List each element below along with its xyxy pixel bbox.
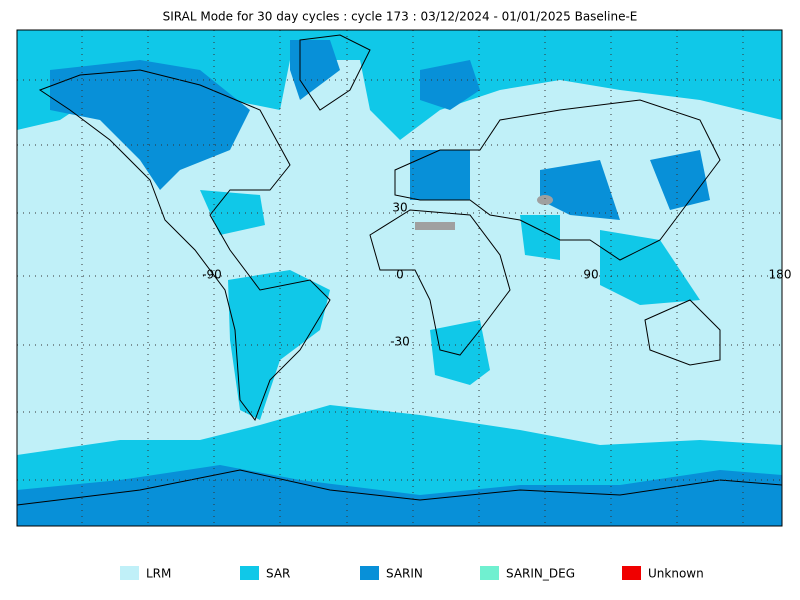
map-frame (16, 29, 783, 527)
legend-swatch (480, 566, 499, 580)
sarin-areas (17, 40, 782, 526)
grid-label: -30 (390, 335, 410, 349)
grid-label: 30 (392, 201, 407, 215)
grid-label: 180 (769, 268, 792, 282)
map-title: SIRAL Mode for 30 day cycles : cycle 173… (163, 10, 638, 24)
legend-swatch (360, 566, 379, 580)
legend-label: SAR (266, 567, 290, 581)
legend-label: SARIN (386, 567, 423, 581)
grid-label: 90 (583, 268, 598, 282)
legend-label: Unknown (648, 567, 704, 581)
coastlines (16, 34, 783, 506)
legend-swatch (240, 566, 259, 580)
grid-label: -90 (202, 268, 222, 282)
map: -90 0 90 180 30 -30 (16, 29, 792, 527)
grid-label: 0 (396, 268, 404, 282)
legend-label: SARIN_DEG (506, 567, 575, 581)
gray-area (415, 222, 455, 230)
legend-swatch (120, 566, 139, 580)
legend-swatch (622, 566, 641, 580)
gray-area (537, 195, 553, 205)
legend: LRM SAR SARIN SARIN_DEG Unknown (120, 566, 704, 581)
legend-label: LRM (146, 567, 171, 581)
